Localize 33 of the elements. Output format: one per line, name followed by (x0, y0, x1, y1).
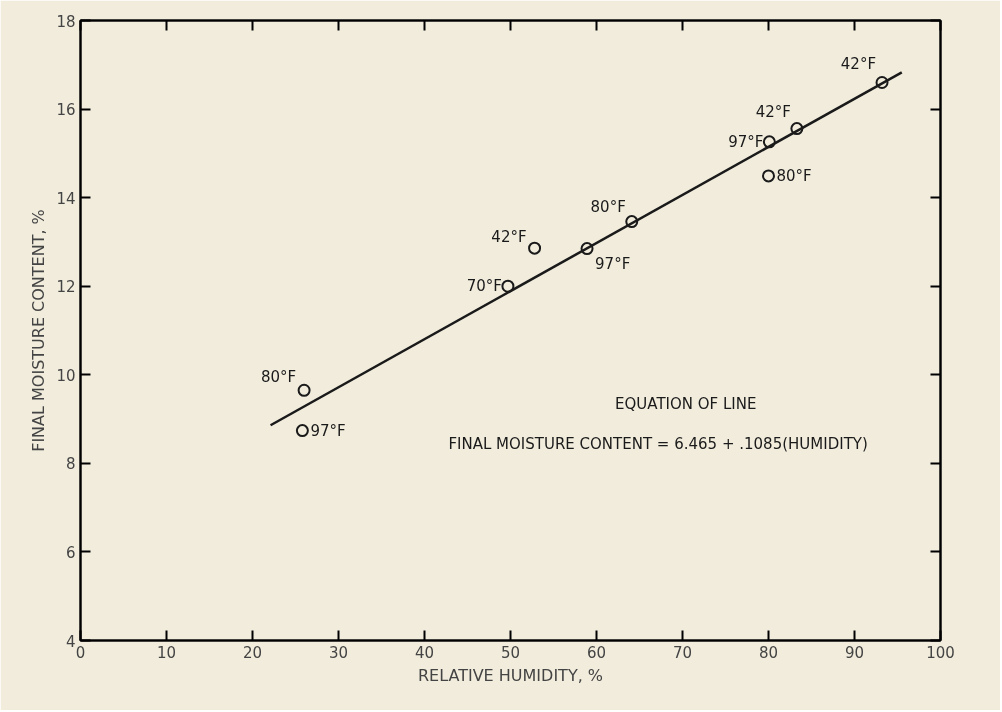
x-tick-label: 20 (242, 643, 263, 662)
x-axis-title: RELATIVE HUMIDITY, % (417, 665, 604, 685)
annotation: 42°F (491, 228, 527, 247)
x-tick-label: 0 (75, 643, 86, 662)
x-tick-label: 30 (328, 643, 349, 662)
annotation: 80°F (776, 166, 812, 185)
x-tick-label: 90 (844, 643, 865, 662)
x-tick-label: 70 (672, 643, 693, 662)
annotation: FINAL MOISTURE CONTENT = 6.465 + .1085(HUMIDITY) (448, 434, 868, 453)
y-tick-label: 4 (65, 632, 76, 651)
y-tick-label: 6 (65, 543, 76, 562)
x-tick-label: 100 (926, 643, 955, 662)
annotation: 97°F (595, 254, 631, 273)
x-tick-label: 60 (586, 643, 607, 662)
annotation: 70°F (466, 277, 502, 296)
annotation: 42°F (755, 102, 791, 121)
annotation: 97°F (310, 421, 346, 440)
y-tick-label: 10 (56, 366, 76, 385)
y-tick-label: 14 (56, 189, 76, 208)
x-tick-label: 10 (156, 643, 177, 662)
y-tick-label: 16 (56, 101, 76, 120)
x-tick-label: 40 (414, 643, 435, 662)
y-tick-label: 8 (65, 455, 76, 474)
annotation: 80°F (590, 197, 626, 216)
y-tick-label: 12 (56, 278, 76, 297)
annotation: 80°F (260, 368, 297, 387)
y-tick-label: 18 (56, 12, 76, 31)
annotation: 42°F (840, 54, 877, 73)
annotation: 97°F (728, 132, 764, 151)
y-axis-title: FINAL MOISTURE CONTENT, % (29, 209, 49, 452)
x-tick-label: 80 (758, 643, 779, 662)
x-tick-label: 50 (500, 643, 521, 662)
annotation: EQUATION OF LINE (615, 394, 757, 413)
